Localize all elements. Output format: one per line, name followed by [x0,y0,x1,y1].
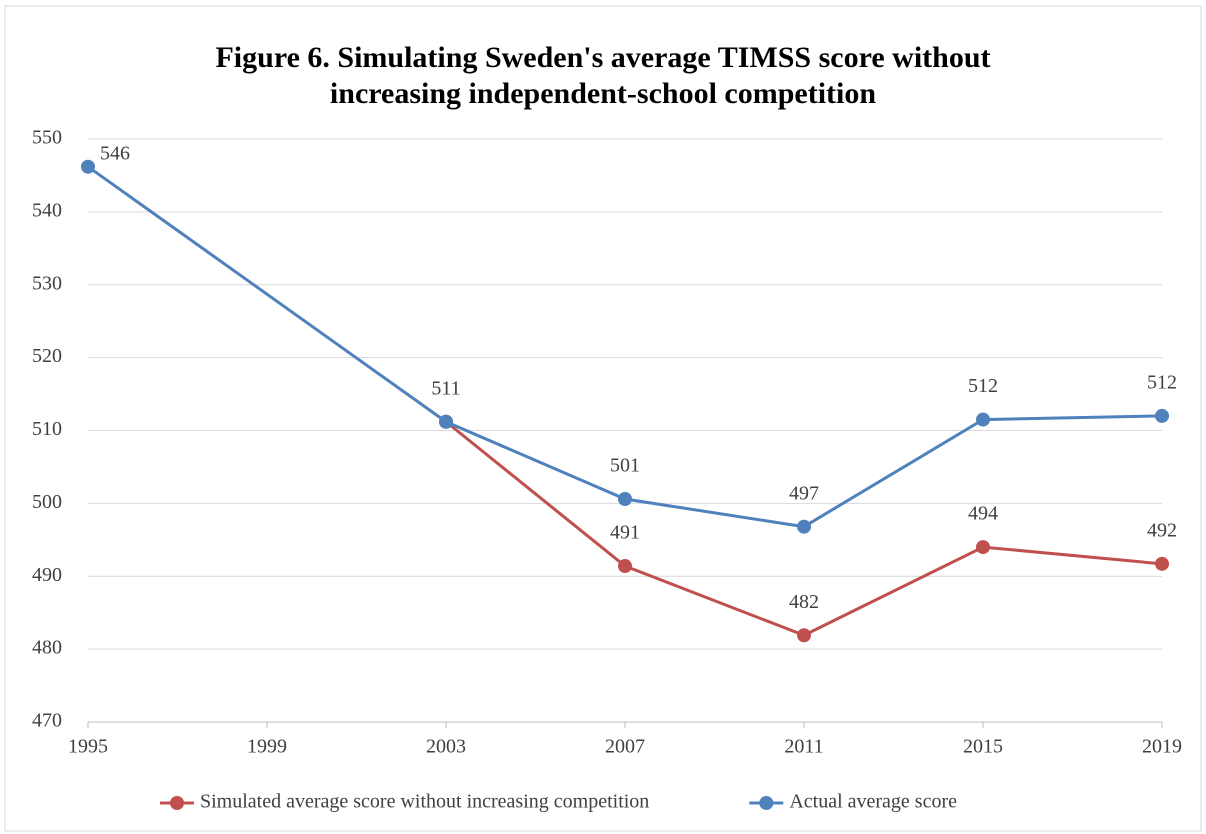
y-tick-label: 530 [32,272,62,294]
x-tick-label: 2011 [784,736,823,758]
data-label: 494 [968,503,998,525]
data-label: 491 [610,522,640,544]
data-point [618,559,632,574]
data-point [439,414,453,429]
x-tick-label: 1995 [68,736,108,758]
y-tick-label: 470 [32,710,62,732]
data-point [976,412,990,427]
x-tick-label: 2003 [426,736,466,758]
data-label: 497 [789,482,819,504]
data-label: 511 [431,377,460,399]
chart-title: Figure 6. Simulating Sweden's average TI… [215,41,990,74]
x-tick-label: 2019 [1142,736,1182,758]
x-tick-label: 1999 [247,736,287,758]
data-point [976,540,990,555]
data-point [797,519,811,534]
x-tick-label: 2007 [605,736,645,758]
data-label: 512 [968,375,998,397]
y-tick-label: 520 [32,345,62,367]
data-point [81,159,95,174]
data-label: 501 [610,455,640,477]
y-tick-label: 510 [32,418,62,440]
x-tick-label: 2015 [963,736,1003,758]
legend-marker [170,796,184,810]
data-point [797,628,811,643]
data-label: 512 [1147,372,1177,394]
series-line [87,165,1163,529]
data-label: 546 [100,142,130,164]
data-label: 492 [1147,519,1177,541]
y-tick-label: 540 [32,199,62,221]
data-point [1155,408,1169,423]
y-tick-label: 480 [32,637,62,659]
y-tick-label: 550 [32,127,62,149]
data-label: 482 [789,591,819,613]
data-point [1155,556,1169,571]
legend-marker [759,796,774,810]
legend-label: Simulated average score without increasi… [200,791,649,813]
chart-title: increasing independent-school competitio… [330,77,876,110]
y-tick-label: 500 [32,491,62,513]
data-point [618,492,632,507]
legend-label: Actual average score [789,791,957,813]
y-tick-label: 490 [32,564,62,586]
